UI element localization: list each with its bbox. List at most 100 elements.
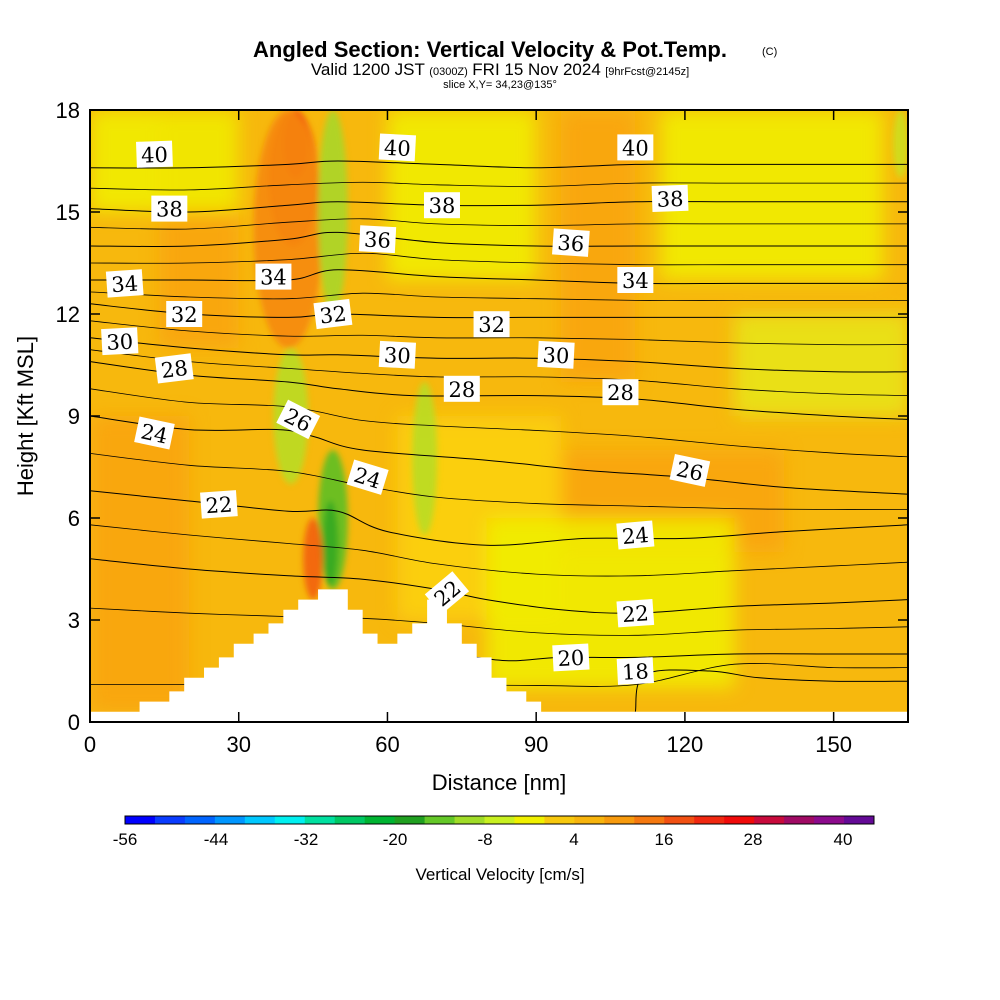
contour-label-28: 28: [443, 375, 480, 402]
colorbar-swatch: [784, 816, 815, 824]
colorbar-swatch: [154, 816, 186, 824]
svg-text:22: 22: [205, 492, 233, 518]
contour-line-minor: [90, 349, 908, 396]
contour-label-40: 40: [378, 133, 417, 162]
title-mark: (C): [762, 46, 777, 58]
contour-label-34: 34: [105, 269, 144, 298]
contour-line-minor: [90, 291, 908, 301]
svg-text:22: 22: [621, 601, 649, 627]
colorbar-swatch: [574, 816, 605, 824]
colorbar-ticks: -56 -44 -32 -20 -8 4 16 28 40: [113, 830, 853, 849]
svg-text:36: 36: [364, 228, 392, 253]
x-tick-label: 90: [524, 732, 548, 757]
contour-label-24: 24: [616, 520, 655, 550]
svg-text:38: 38: [656, 187, 684, 212]
colorbar-swatch: [664, 816, 695, 824]
shading-patch-9: [734, 314, 908, 416]
colorbar-swatch: [244, 816, 276, 824]
y-axis-label: Height [Kft MSL]: [13, 336, 38, 496]
svg-text:30: 30: [542, 343, 570, 368]
svg-text:26: 26: [674, 457, 705, 486]
contour-line-30: [90, 337, 908, 373]
contour-label-30: 30: [378, 340, 417, 369]
contour-label-32: 32: [166, 301, 203, 327]
slice-text: slice X,Y= 34,23@135°: [443, 79, 557, 91]
colorbar-swatch: [424, 816, 456, 824]
contour-line-minor: [90, 607, 908, 636]
y-tick-label: 15: [56, 200, 80, 225]
y-tick-label: 6: [68, 506, 80, 531]
svg-text:20: 20: [557, 646, 585, 671]
subtitle-fcst: [9hrFcst@2145z]: [605, 66, 689, 78]
colorbar-swatch: [125, 816, 156, 824]
colorbar-tick-label: 16: [655, 830, 674, 849]
contour-line-34: [90, 269, 908, 285]
chart-subtitle: Valid 1200 JST (0300Z) FRI 15 Nov 2024 […: [311, 60, 689, 79]
y-tick-label: 0: [68, 710, 80, 735]
plot-area: 40 40 40 38 38 38 36 36 34 34 34 32 32 32 30 30 30 28 28 28…: [90, 110, 908, 722]
colorbar-swatch: [514, 816, 545, 824]
subtitle-utc: (0300Z): [429, 66, 468, 78]
colorbar-tick-label: -20: [383, 830, 408, 849]
svg-text:34: 34: [622, 269, 649, 293]
colorbar-frame: [124, 815, 875, 825]
svg-text:24: 24: [139, 419, 170, 448]
svg-text:38: 38: [429, 194, 456, 218]
contour-label-18: 18: [616, 657, 654, 685]
contour-line-36: [90, 231, 908, 247]
svg-text:18: 18: [621, 659, 649, 684]
shading-plume-7: [303, 518, 324, 600]
colorbar-swatch: [544, 816, 575, 824]
contour-label-22: 22: [200, 490, 238, 519]
contour-label-34: 34: [617, 267, 654, 293]
svg-text:28: 28: [160, 356, 189, 383]
svg-text:40: 40: [383, 136, 411, 161]
contour-label-38: 38: [151, 195, 188, 222]
contour-label-40: 40: [136, 140, 173, 168]
colorbar-swatch: [304, 816, 336, 824]
contour-label-22: 22: [616, 598, 655, 628]
colorbar-swatch: [694, 816, 725, 824]
contour-line-38: [90, 201, 908, 213]
svg-text:40: 40: [141, 143, 169, 168]
contour-label-24: 24: [134, 416, 175, 450]
contour-line-26: [90, 415, 908, 495]
contour-labels: 40 40 40 38 38 38 36 36 34 34 34 32 32 32 30 30 30 28 28 28…: [101, 133, 711, 685]
y-tick-label: 9: [68, 404, 80, 429]
x-tick-label: 0: [84, 732, 96, 757]
contour-label-36: 36: [552, 228, 590, 257]
contour-line-minor: [90, 320, 908, 346]
svg-text:40: 40: [622, 136, 649, 160]
colorbar-swatch: [274, 816, 306, 824]
contour-label-32: 32: [313, 298, 353, 330]
shading-plume-8: [412, 382, 438, 535]
contour-label-38: 38: [651, 184, 689, 213]
contour-line-minor: [90, 218, 908, 230]
x-axis: 0 30 60 90 120 150: [84, 110, 852, 757]
x-tick-label: 60: [375, 732, 399, 757]
contour-line-22: [90, 558, 908, 614]
contour-label-38: 38: [423, 192, 460, 219]
svg-text:32: 32: [318, 301, 347, 328]
contour-line-20: [476, 653, 908, 662]
x-tick-label: 120: [667, 732, 704, 757]
colorbar-swatch: [604, 816, 635, 824]
svg-text:34: 34: [111, 271, 139, 297]
colorbar: [124, 815, 875, 825]
colorbar-tick-label: -44: [204, 830, 229, 849]
colorbar-swatch: [634, 816, 665, 824]
colorbar-swatch: [394, 816, 426, 824]
contour-label-32: 32: [473, 311, 510, 338]
shading-plume-3: [318, 110, 348, 314]
colorbar-label: Vertical Velocity [cm/s]: [415, 865, 584, 884]
svg-text:38: 38: [156, 198, 183, 222]
colorbar-swatch: [364, 816, 396, 824]
colorbar-swatch: [844, 816, 875, 824]
colorbar-tick-label: -56: [113, 830, 138, 849]
shading-plume-6: [323, 501, 338, 586]
colorbar-swatch: [334, 816, 366, 824]
colorbar-tick-label: 28: [744, 830, 763, 849]
contour-line-minor: [90, 524, 908, 577]
